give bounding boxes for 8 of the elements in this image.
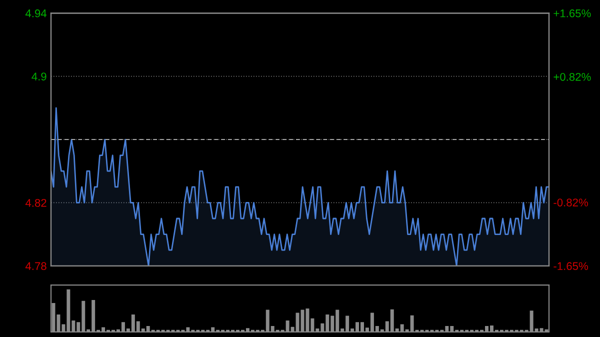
y-tick-label: 4.9: [32, 72, 46, 80]
y-tick-label: 4.82: [25, 198, 46, 207]
y2-tick-label: -1.65%: [554, 262, 588, 270]
y-tick-label: 4.78: [25, 262, 46, 270]
y2-tick-label: +1.65%: [554, 9, 591, 18]
y-tick-label: 4.94: [25, 9, 47, 18]
y2-tick-label: -0.82%: [554, 198, 588, 206]
y2-tick-label: +0.82%: [554, 72, 591, 81]
